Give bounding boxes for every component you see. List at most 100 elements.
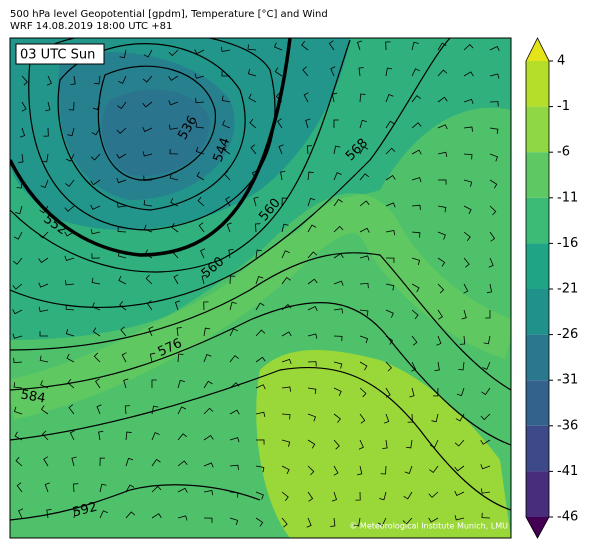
wind-barb	[15, 456, 23, 467]
wind-barb	[411, 68, 421, 77]
wind-barb	[281, 465, 290, 475]
wind-barb	[437, 42, 447, 51]
wind-barb	[411, 335, 418, 346]
wind-barb	[437, 309, 443, 320]
wind-barb	[432, 387, 439, 397]
wind-barb	[73, 509, 80, 519]
wind-barb	[359, 309, 369, 316]
wind-barb	[281, 439, 291, 447]
colorbar-tick-label: -6	[557, 145, 570, 160]
wind-barb	[411, 257, 421, 266]
wind-barb	[488, 257, 494, 268]
wind-barb	[196, 171, 205, 181]
wind-barb	[229, 464, 239, 470]
wind-barb	[64, 255, 75, 261]
wind-barb	[463, 153, 473, 160]
wind-barb	[68, 101, 75, 111]
temperature-field	[101, 89, 210, 176]
wind-barb	[90, 153, 101, 161]
wind-barb	[333, 119, 339, 129]
wind-barb	[64, 231, 75, 237]
wind-barb	[306, 517, 312, 528]
wind-barb	[65, 328, 75, 337]
wind-barb	[411, 361, 417, 372]
wind-barb	[489, 231, 496, 242]
wind-barb	[247, 68, 257, 77]
map: 03 UTC Sun © Meteorological Institute Mu…	[10, 38, 511, 538]
wind-barb	[90, 204, 101, 210]
wind-barb	[489, 153, 499, 162]
wind-barb	[411, 149, 422, 155]
temperature-field	[256, 350, 511, 538]
wind-barb	[403, 491, 413, 500]
wind-barb	[358, 67, 364, 77]
wind-barb	[307, 171, 314, 181]
wind-barb	[177, 487, 188, 493]
wind-barb	[229, 382, 240, 389]
wind-barb	[489, 179, 498, 189]
wind-barb	[226, 222, 232, 233]
wind-barb	[411, 283, 420, 293]
wind-barb	[95, 378, 101, 389]
wind-barb	[333, 465, 339, 476]
wind-barb	[125, 511, 136, 519]
wind-barb	[485, 309, 491, 319]
wind-barb	[125, 457, 134, 467]
wind-barb	[277, 118, 283, 129]
wind-barb	[454, 439, 465, 447]
wind-barb	[437, 231, 446, 240]
wind-barb	[255, 411, 266, 418]
wind-barb	[357, 465, 363, 476]
wind-barb	[385, 41, 391, 51]
wind-barb	[40, 380, 49, 389]
wind-barb	[70, 75, 76, 86]
wind-barb	[67, 127, 75, 137]
wind-barb	[281, 276, 291, 285]
wind-barb	[142, 151, 153, 157]
wind-barb	[307, 224, 317, 233]
wind-barb	[480, 488, 491, 494]
wind-barb	[333, 145, 341, 155]
wind-barb	[222, 120, 231, 129]
wind-barb	[16, 179, 23, 189]
wind-barb	[385, 94, 394, 103]
wind-barb	[385, 335, 394, 345]
wind-barb	[377, 517, 387, 526]
wind-barb	[13, 231, 23, 240]
wind-barb	[281, 250, 290, 259]
wind-barb	[45, 101, 51, 112]
contour-label: 584	[19, 387, 46, 406]
wind-barb	[380, 465, 387, 475]
wind-barb	[221, 71, 231, 77]
wind-barb	[177, 433, 188, 441]
wind-barb	[198, 222, 205, 233]
wind-barb	[428, 517, 439, 523]
wind-barb	[39, 331, 49, 337]
colorbar-tick-label: -16	[557, 236, 578, 251]
wind-barb	[14, 431, 23, 441]
wind-barb	[177, 353, 184, 363]
colorbar-band	[526, 197, 549, 244]
wind-barb	[229, 491, 239, 498]
wind-barb	[333, 361, 343, 369]
wind-barb	[359, 255, 370, 261]
wind-barb	[194, 49, 205, 55]
wind-barb	[65, 280, 75, 286]
wind-barb	[255, 356, 266, 363]
wind-barb	[482, 361, 491, 370]
wind-barb	[489, 205, 497, 216]
wind-barb	[249, 118, 257, 129]
wind-barb	[125, 484, 135, 493]
wind-barb	[177, 460, 188, 467]
wind-barb	[437, 69, 448, 77]
wind-barb	[64, 205, 75, 212]
wind-barb	[90, 229, 101, 235]
wind-barb	[458, 361, 465, 371]
wind-barb	[411, 122, 422, 129]
wind-barb	[99, 483, 107, 493]
credit: © Meteorological Institute Munich, LMU	[349, 522, 508, 531]
wind-barb	[91, 253, 101, 259]
wind-barb	[123, 378, 129, 389]
wind-barb	[12, 283, 23, 290]
colorbar-under	[526, 517, 549, 538]
